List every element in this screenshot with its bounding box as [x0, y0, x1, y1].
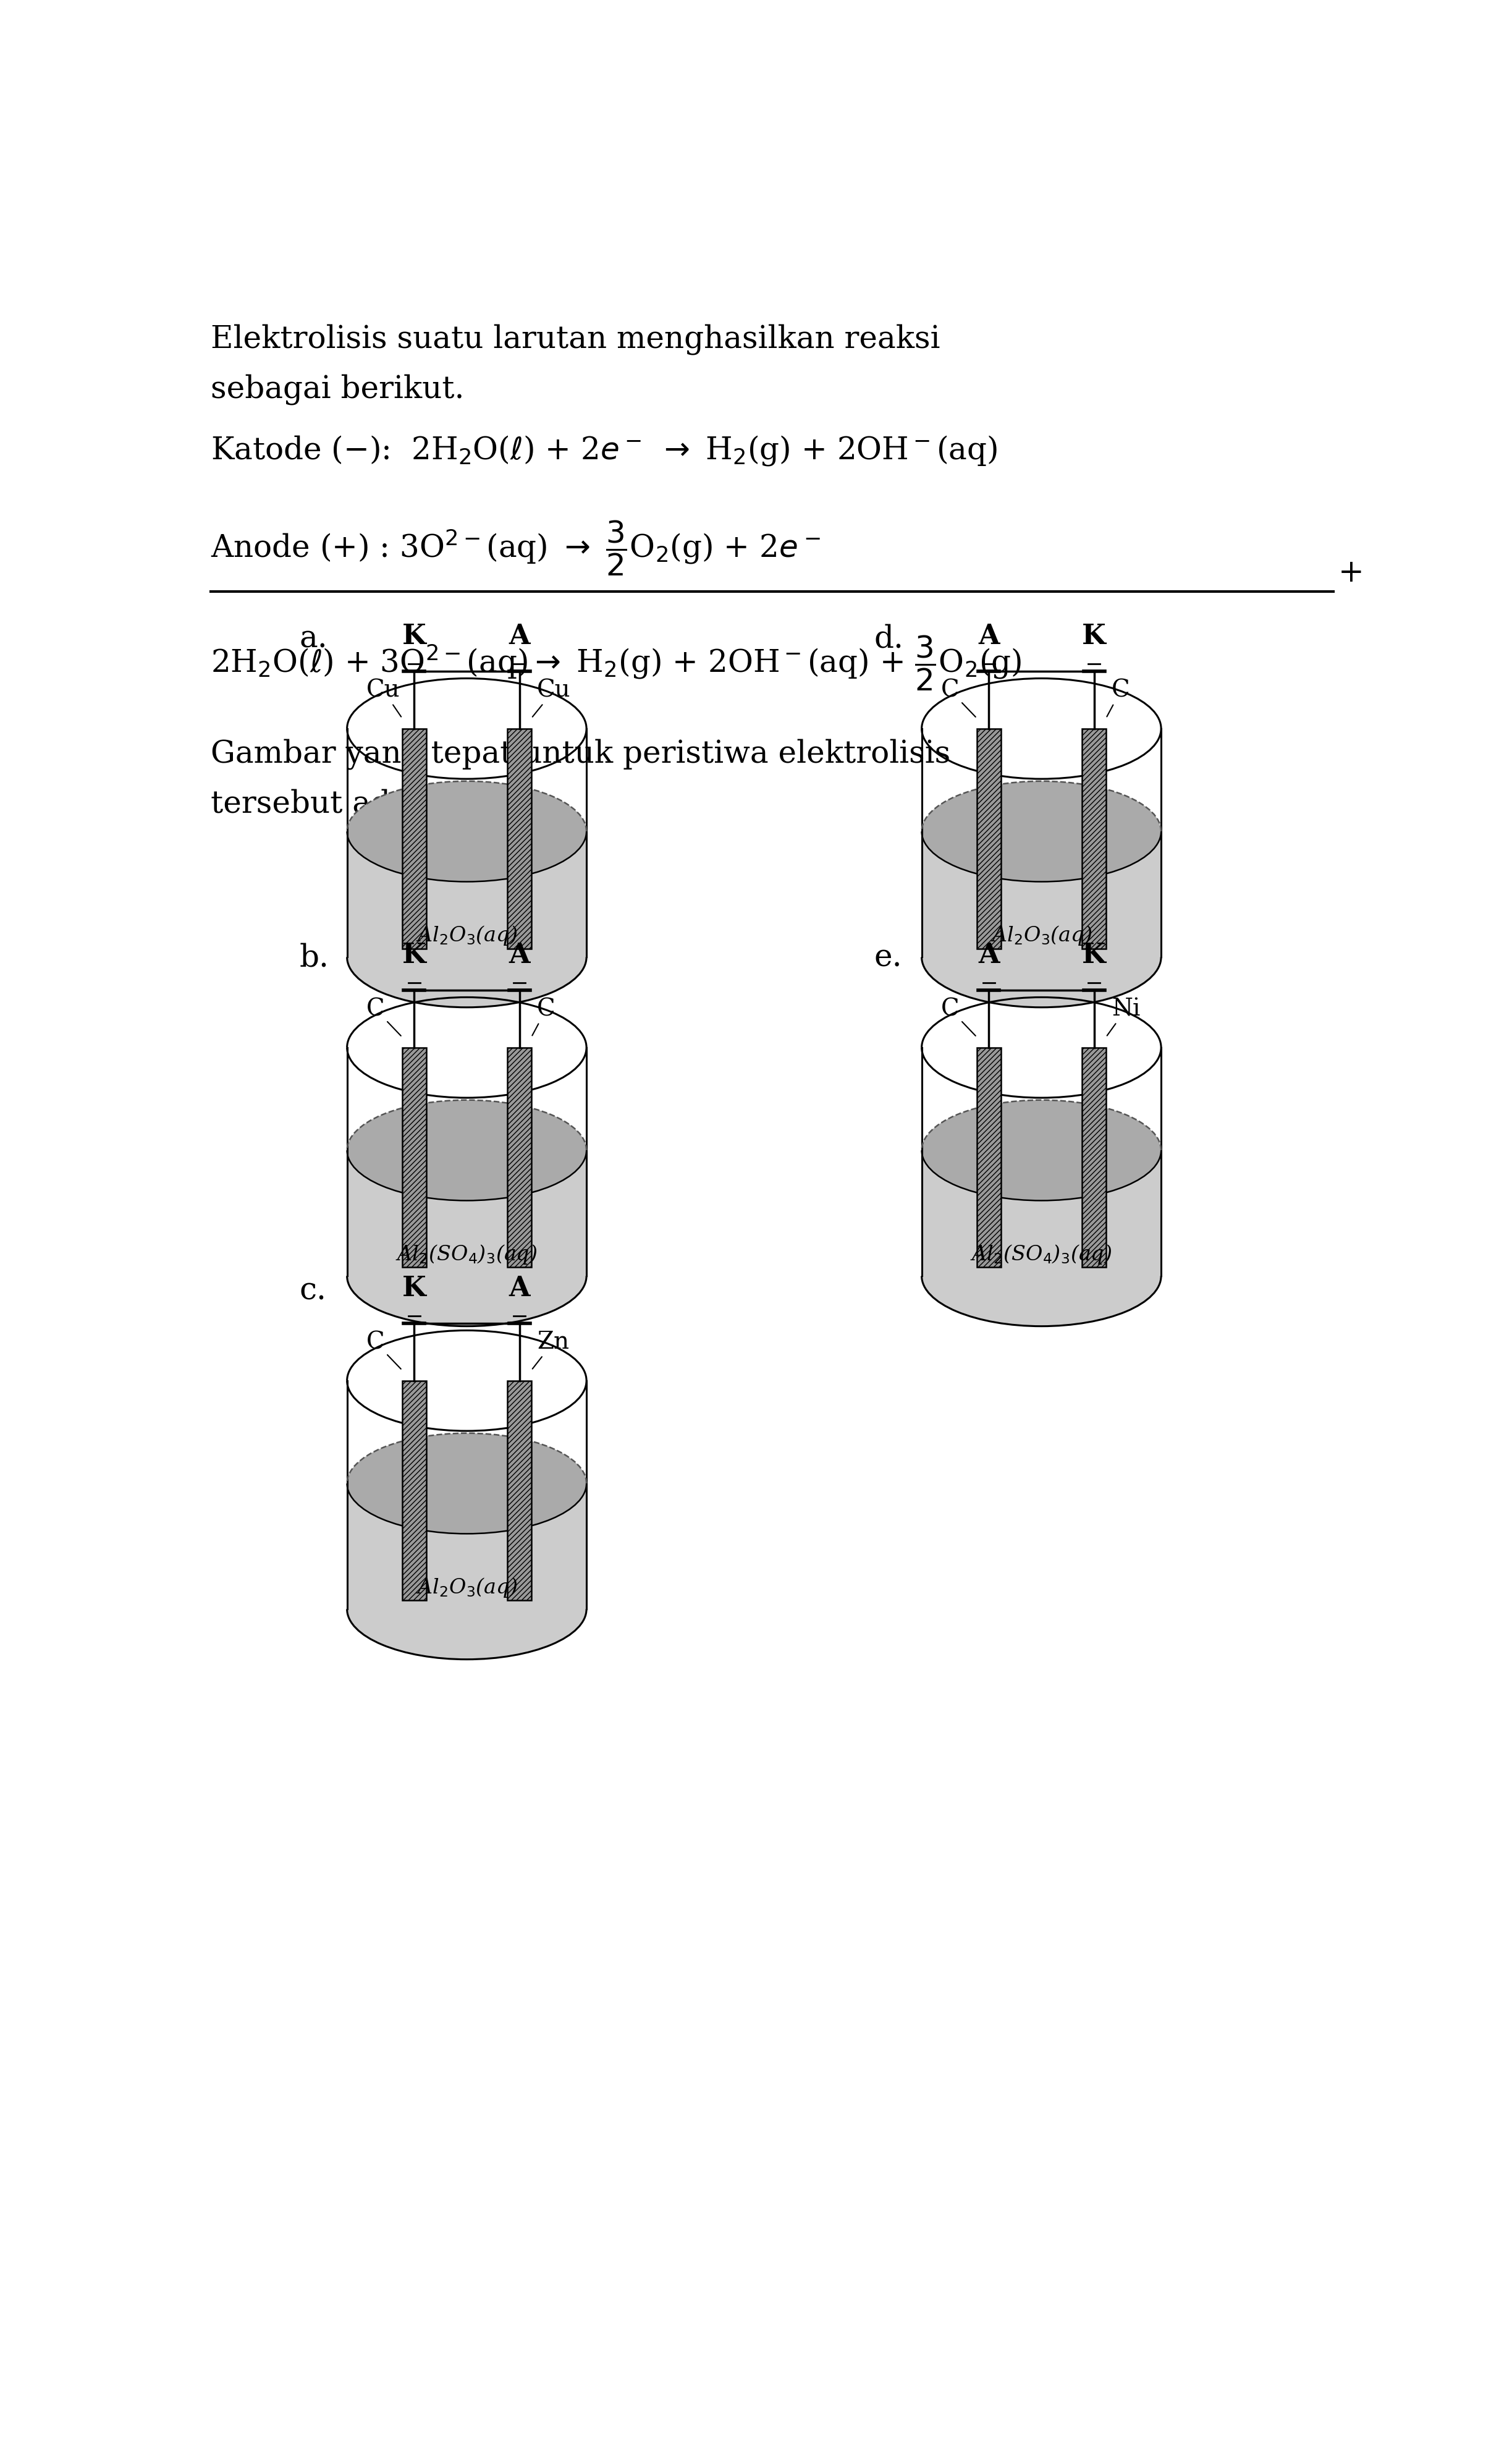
Bar — [977, 729, 1001, 949]
Text: Al$_2$(SO$_4$)$_3$(aq): Al$_2$(SO$_4$)$_3$(aq) — [396, 1244, 538, 1266]
Text: Anode (+) : 3O$^{2-}$(aq) $\rightarrow$ $\dfrac{3}{2}$O$_2$(g) + 2$e^-$: Anode (+) : 3O$^{2-}$(aq) $\rightarrow$ … — [210, 520, 821, 578]
Ellipse shape — [922, 1227, 1161, 1327]
Ellipse shape — [922, 780, 1161, 880]
Text: K: K — [402, 622, 426, 649]
Ellipse shape — [922, 1100, 1161, 1200]
Ellipse shape — [348, 1227, 587, 1327]
Bar — [1083, 1046, 1107, 1268]
Text: C: C — [940, 678, 975, 717]
Text: Al$_2$O$_3$(aq): Al$_2$O$_3$(aq) — [416, 1576, 517, 1600]
Text: C: C — [366, 1332, 401, 1368]
Text: d.: d. — [874, 624, 904, 654]
Text: a.: a. — [299, 624, 328, 654]
Text: c.: c. — [299, 1276, 327, 1305]
Bar — [508, 1046, 531, 1268]
Text: C: C — [1107, 678, 1129, 717]
Text: C: C — [532, 998, 555, 1037]
Ellipse shape — [348, 1434, 587, 1534]
Text: Elektrolisis suatu larutan menghasilkan reaksi: Elektrolisis suatu larutan menghasilkan … — [210, 324, 940, 356]
Text: Zn: Zn — [532, 1332, 570, 1368]
Polygon shape — [348, 1151, 587, 1276]
Polygon shape — [348, 729, 587, 832]
Ellipse shape — [348, 907, 587, 1007]
Text: sebagai berikut.: sebagai berikut. — [210, 373, 464, 405]
Text: C: C — [940, 998, 975, 1037]
Polygon shape — [922, 729, 1161, 832]
Text: A: A — [508, 941, 531, 968]
Ellipse shape — [922, 907, 1161, 1007]
Polygon shape — [348, 1046, 587, 1151]
Text: Al$_2$(SO$_4$)$_3$(aq): Al$_2$(SO$_4$)$_3$(aq) — [971, 1244, 1113, 1266]
Text: C: C — [366, 998, 401, 1037]
Text: K: K — [402, 1276, 426, 1302]
Bar — [402, 1380, 426, 1600]
Polygon shape — [348, 832, 587, 956]
Text: A: A — [978, 941, 999, 968]
Text: K: K — [1083, 941, 1107, 968]
Bar — [508, 1380, 531, 1600]
Text: A: A — [508, 1276, 531, 1302]
Bar — [508, 729, 531, 949]
Bar — [402, 729, 426, 949]
Text: 2H$_2$O($\ell$) + 3O$^{2-}$(aq)$\rightarrow$ H$_2$(g) + 2OH$^-$(aq) + $\dfrac{3}: 2H$_2$O($\ell$) + 3O$^{2-}$(aq)$\rightar… — [210, 634, 1021, 693]
Text: Katode ($-$):  2H$_2$O($\ell$) + 2$e^-$ $\rightarrow$ H$_2$(g) + 2OH$^-$(aq): Katode ($-$): 2H$_2$O($\ell$) + 2$e^-$ $… — [210, 434, 998, 468]
Text: +: + — [1338, 559, 1364, 588]
Bar — [402, 1046, 426, 1268]
Text: Al$_2$O$_3$(aq): Al$_2$O$_3$(aq) — [990, 924, 1092, 946]
Polygon shape — [348, 1380, 587, 1483]
Text: K: K — [1083, 622, 1107, 649]
Text: A: A — [508, 622, 531, 649]
Polygon shape — [922, 832, 1161, 956]
Polygon shape — [922, 1046, 1161, 1151]
Text: tersebut adalah ....: tersebut adalah .... — [210, 788, 507, 820]
Text: b.: b. — [299, 941, 328, 973]
Text: Al$_2$O$_3$(aq): Al$_2$O$_3$(aq) — [416, 924, 517, 946]
Text: Cu: Cu — [532, 678, 572, 717]
Polygon shape — [348, 1483, 587, 1610]
Text: Ni: Ni — [1107, 998, 1140, 1037]
Bar — [1083, 729, 1107, 949]
Text: A: A — [978, 622, 999, 649]
Polygon shape — [922, 1151, 1161, 1276]
Text: K: K — [402, 941, 426, 968]
Ellipse shape — [348, 780, 587, 880]
Bar — [977, 1046, 1001, 1268]
Ellipse shape — [348, 1559, 587, 1659]
Text: Cu: Cu — [366, 678, 401, 717]
Ellipse shape — [348, 1100, 587, 1200]
Text: e.: e. — [874, 941, 903, 973]
Text: Gambar yang tepat untuk peristiwa elektrolisis: Gambar yang tepat untuk peristiwa elektr… — [210, 739, 951, 771]
